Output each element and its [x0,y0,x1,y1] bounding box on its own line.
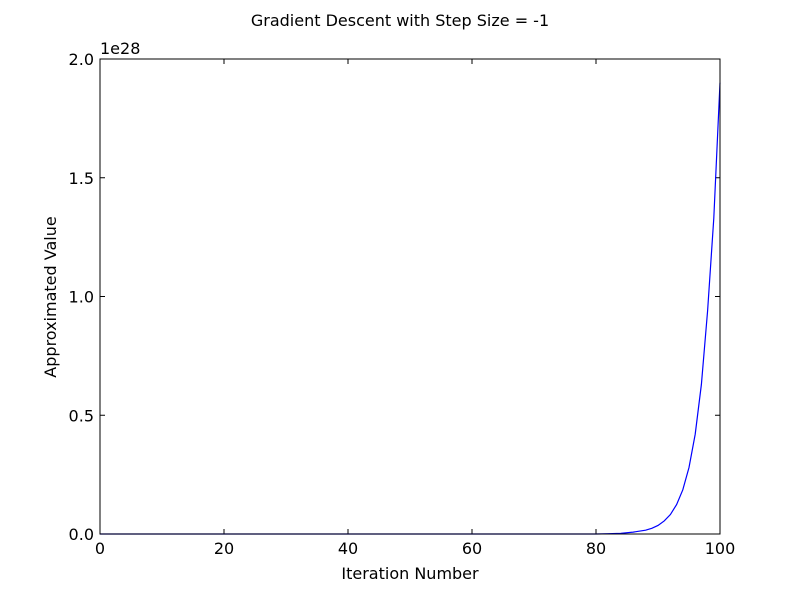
chart-title: Gradient Descent with Step Size = -1 [251,11,549,30]
y-axis-offset-label: 1e28 [100,39,140,58]
plot-frame [99,58,721,535]
x-tick-label: 40 [338,539,358,558]
x-axis-label: Iteration Number [341,564,479,583]
axis-tick-labels: 0 20 40 60 80 100 0.0 0.5 1.0 1.5 2.0 [69,50,736,558]
series-line [100,82,721,535]
x-tick-label: 80 [586,539,606,558]
y-tick-label: 1.0 [69,288,94,307]
x-tick-label: 20 [214,539,234,558]
series-layer [100,82,721,535]
y-axis-label: Approximated Value [41,216,60,377]
x-tick-label: 60 [462,539,482,558]
y-tick-label: 1.5 [69,169,94,188]
x-tick-label: 100 [705,539,736,558]
axis-ticks [99,58,721,535]
y-tick-label: 0.5 [69,406,94,425]
x-tick-label: 0 [95,539,105,558]
y-tick-label: 0.0 [69,525,94,544]
y-tick-label: 2.0 [69,50,94,69]
